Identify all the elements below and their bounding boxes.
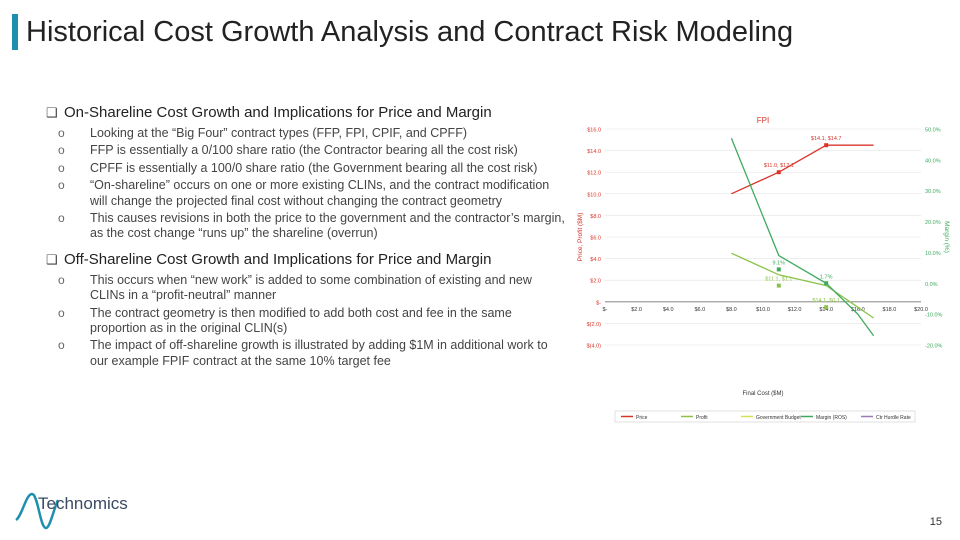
bullet-icon: ❑ bbox=[46, 105, 58, 120]
x-tick-label: $6.0 bbox=[694, 307, 705, 313]
data-label: $14.1, $14.7 bbox=[811, 136, 842, 142]
y-tick-label: $2.0 bbox=[590, 279, 601, 285]
y-tick-label: $(4.0) bbox=[587, 344, 602, 350]
circle-bullet-icon: o bbox=[58, 272, 65, 287]
y-tick-label: $10.0 bbox=[587, 192, 601, 198]
x-tick-label: $16.0 bbox=[851, 307, 865, 313]
y2-tick-label: -10.0% bbox=[925, 313, 943, 319]
y2-tick-label: 30.0% bbox=[925, 189, 941, 195]
series-line-price bbox=[731, 144, 874, 195]
list-item: o “On-shareline” occurs on one or more ex… bbox=[58, 178, 550, 208]
x-tick-label: $14.0 bbox=[819, 307, 833, 313]
section-heading: ❑ Off-Shareline Cost Growth and Implicat… bbox=[46, 250, 492, 268]
data-label: 1.7% bbox=[820, 274, 833, 280]
circle-bullet-icon: o bbox=[58, 160, 65, 175]
y-tick-label: $(2.0) bbox=[587, 322, 602, 328]
x-tick-label: $8.0 bbox=[726, 307, 737, 313]
y2-axis-label: Margin (%) bbox=[943, 221, 950, 253]
y2-tick-label: 40.0% bbox=[925, 158, 941, 164]
list-item: o Looking at the “Big Four” contract type… bbox=[58, 126, 467, 140]
data-label: $11.1, $1.1 bbox=[765, 277, 792, 283]
y2-tick-label: 50.0% bbox=[925, 128, 941, 134]
list-item: o The contract geometry is then modified … bbox=[58, 305, 512, 336]
y-tick-label: $8.0 bbox=[590, 214, 601, 220]
list-item: o This occurs when “new work” is added to… bbox=[58, 272, 532, 303]
x-tick-label: $20.0 bbox=[914, 307, 928, 313]
x-tick-label: $12.0 bbox=[788, 307, 802, 313]
legend-label: Government Budget bbox=[756, 415, 801, 421]
circle-bullet-icon: o bbox=[58, 178, 65, 193]
circle-bullet-icon: o bbox=[58, 126, 65, 140]
slide-content: ❑ On-Shareline Cost Growth and Implicati… bbox=[46, 103, 566, 377]
circle-bullet-icon: o bbox=[58, 211, 65, 226]
y2-tick-label: -20.0% bbox=[925, 344, 943, 350]
data-label: 9.1% bbox=[773, 260, 786, 266]
title-accent-bar bbox=[12, 14, 18, 50]
section-off-shareline: ❑ Off-Shareline Cost Growth and Implicat… bbox=[46, 250, 566, 369]
y2-tick-label: 20.0% bbox=[925, 220, 941, 226]
chart-title: FPI bbox=[757, 116, 769, 125]
bullet-icon: ❑ bbox=[46, 251, 58, 267]
y-axis-label: Price, Profit ($M) bbox=[577, 213, 584, 262]
data-point bbox=[776, 170, 781, 175]
x-tick-label: $4.0 bbox=[663, 307, 674, 313]
technomics-logo-icon bbox=[15, 492, 60, 530]
legend-label: Profit bbox=[696, 415, 708, 421]
series-line-profit bbox=[731, 252, 874, 319]
data-point bbox=[824, 281, 829, 286]
x-axis-label: Final Cost ($M) bbox=[742, 391, 783, 397]
section-on-shareline: ❑ On-Shareline Cost Growth and Implicati… bbox=[46, 103, 566, 242]
fpi-chart: FPI $(4.0) $(2.0) $- $2.0 $4.0 $6.0 $8.0 $10.0 $1… bbox=[573, 107, 951, 425]
x-tick-label: $18.0 bbox=[883, 307, 897, 313]
bullet-list: o Looking at the “Big Four” contract type… bbox=[46, 126, 566, 242]
x-tick-label: $10.0 bbox=[756, 307, 770, 313]
logo-text: Technomics bbox=[38, 494, 128, 513]
legend-label: Ctr Hurdle Rate bbox=[876, 415, 911, 421]
circle-bullet-icon: o bbox=[58, 338, 65, 353]
y2-tick-label: 0.0% bbox=[925, 282, 938, 288]
slide-title: Historical Cost Growth Analysis and Cont… bbox=[26, 16, 794, 48]
y2-tick-label: 10.0% bbox=[925, 251, 941, 257]
data-point bbox=[776, 267, 781, 272]
circle-bullet-icon: o bbox=[58, 305, 65, 320]
x-tick-label: $2.0 bbox=[631, 307, 642, 313]
list-item: o This causes revisions in both the price… bbox=[58, 211, 565, 241]
list-item: o The impact of off-shareline growth is i… bbox=[58, 338, 548, 368]
legend-label: Price bbox=[636, 415, 648, 421]
data-point bbox=[824, 305, 829, 310]
data-label: $14.1, $0.1 bbox=[812, 298, 840, 304]
chart-svg: FPI $(4.0) $(2.0) $- $2.0 $4.0 $6.0 $8.0 $10.0 $1… bbox=[577, 116, 950, 423]
bullet-list: o This occurs when “new work” is added to… bbox=[46, 273, 566, 369]
legend-label: Margin (ROS) bbox=[816, 415, 847, 421]
circle-bullet-icon: o bbox=[58, 143, 65, 158]
section-heading: ❑ On-Shareline Cost Growth and Implicati… bbox=[46, 104, 492, 121]
data-point bbox=[776, 283, 781, 288]
list-item: o CPFF is essentially a 100/0 share ratio… bbox=[58, 160, 538, 175]
y-tick-label: $4.0 bbox=[590, 257, 601, 263]
data-point bbox=[824, 143, 829, 148]
y-tick-label: $12.0 bbox=[587, 171, 601, 177]
y-tick-label: $14.0 bbox=[587, 149, 601, 155]
legend-box bbox=[614, 410, 916, 423]
x-tick-label: $- bbox=[603, 307, 608, 313]
y-tick-label: $- bbox=[596, 300, 601, 306]
list-item: o FFP is essentially a 0/100 share ratio … bbox=[58, 143, 518, 158]
page-number: 15 bbox=[929, 516, 942, 528]
y-tick-label: $16.0 bbox=[587, 128, 601, 134]
data-label: $11.0, $12.1 bbox=[764, 163, 794, 169]
y-tick-label: $6.0 bbox=[590, 236, 601, 242]
